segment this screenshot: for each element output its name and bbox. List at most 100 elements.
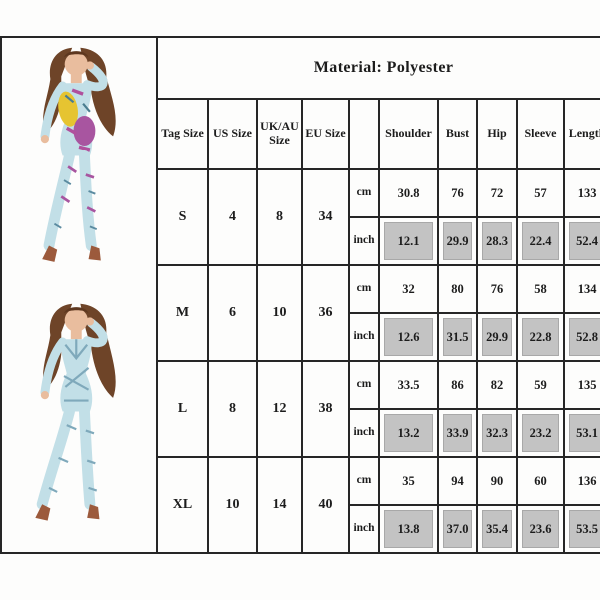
measurement-cell: 32.3 (476, 408, 518, 458)
row-m-cm: M 6 10 36 cm 32 80 76 58 134 (1, 264, 600, 362)
measurement-cell: 32 (378, 264, 439, 314)
header-shoulder: Shoulder (378, 98, 439, 170)
row-s-cm: S 4 8 34 cm 30.8 76 72 57 133 (1, 168, 600, 266)
header-sleeve: Sleeve (516, 98, 565, 170)
measurement-cell: 12.1 (378, 216, 439, 266)
us-size-cell: 8 (207, 360, 258, 458)
measurement-cell: 23.6 (516, 504, 565, 554)
row-m-inch: inch 12.6 31.5 29.9 22.8 52.8 (1, 312, 600, 362)
unit-cm-cell: cm (348, 360, 380, 410)
row-l-inch: inch 13.2 33.9 32.3 23.2 53.1 (1, 408, 600, 458)
measurement-cell: 33.5 (378, 360, 439, 410)
header-uk-au-size: UK/AU Size (256, 98, 303, 170)
measurement-cell: 12.6 (378, 312, 439, 362)
tag-size-cell: S (156, 168, 209, 266)
inch-value-box: 23.6 (522, 510, 559, 548)
product-images (2, 38, 156, 552)
measurement-cell: 60 (516, 456, 565, 506)
row-xl-cm: XL 10 14 40 cm 35 94 90 60 136 (1, 456, 600, 554)
uk-au-size-cell: 10 (256, 264, 303, 362)
tag-size-cell: M (156, 264, 209, 362)
inch-value-box: 12.6 (384, 318, 433, 356)
measurement-cell: 29.9 (437, 216, 478, 266)
measurement-cell: 13.8 (378, 504, 439, 554)
inch-value-box: 29.9 (482, 318, 512, 356)
header-bust: Bust (437, 98, 478, 170)
unit-inch-cell: inch (348, 312, 380, 362)
measurement-cell: 33.9 (437, 408, 478, 458)
unit-cm-cell: cm (348, 168, 380, 218)
inch-value-box: 53.5 (569, 510, 600, 548)
measurement-cell: 134 (562, 264, 600, 314)
eu-size-cell: 38 (301, 360, 350, 458)
measurement-cell: 53.5 (562, 504, 600, 554)
row-xl-inch: inch 13.8 37.0 35.4 23.6 53.5 (1, 504, 600, 554)
eu-size-cell: 36 (301, 264, 350, 362)
uk-au-size-cell: 14 (256, 456, 303, 554)
unit-cm-cell: cm (348, 456, 380, 506)
measurement-cell: 136 (562, 456, 600, 506)
inch-value-box: 31.5 (443, 318, 472, 356)
inch-value-box: 29.9 (443, 222, 472, 260)
inch-value-box: 28.3 (482, 222, 512, 260)
inch-value-box: 35.4 (482, 510, 512, 548)
material-row: Material: Polyester (0, 36, 600, 554)
measurement-cell: 37.0 (437, 504, 478, 554)
measurement-cell: 52.4 (562, 216, 600, 266)
measurement-cell: 135 (562, 360, 600, 410)
header-us-size: US Size (207, 98, 258, 170)
measurement-cell: 22.8 (516, 312, 565, 362)
measurement-cell: 76 (437, 168, 478, 218)
inch-value-box: 22.8 (522, 318, 559, 356)
uk-au-size-cell: 12 (256, 360, 303, 458)
inch-value-box: 13.2 (384, 414, 433, 452)
header-hip: Hip (476, 98, 518, 170)
measurement-cell: 82 (476, 360, 518, 410)
inch-value-box: 53.1 (569, 414, 600, 452)
size-chart-table: Material: Polyester Tag Size US Size UK/… (0, 36, 600, 554)
size-chart-area: Material: Polyester Tag Size US Size UK/… (0, 36, 600, 556)
row-l-cm: L 8 12 38 cm 33.5 86 82 59 135 (1, 360, 600, 458)
tag-size-cell: L (156, 360, 209, 458)
us-size-cell: 10 (207, 456, 258, 554)
us-size-cell: 6 (207, 264, 258, 362)
measurement-cell: 80 (437, 264, 478, 314)
column-header-row: Tag Size US Size UK/AU Size EU Size Shou… (1, 98, 600, 170)
row-s-inch: inch 12.1 29.9 28.3 22.4 52.4 (1, 216, 600, 266)
uk-au-size-cell: 8 (256, 168, 303, 266)
measurement-cell: 133 (562, 168, 600, 218)
inch-value-box: 52.4 (569, 222, 600, 260)
unit-cm-cell: cm (348, 264, 380, 314)
header-eu-size: EU Size (301, 98, 350, 170)
inch-value-box: 22.4 (522, 222, 559, 260)
material-header: Material: Polyester (155, 36, 600, 100)
measurement-cell: 53.1 (562, 408, 600, 458)
measurement-cell: 90 (476, 456, 518, 506)
measurement-cell: 59 (516, 360, 565, 410)
inch-value-box: 32.3 (482, 414, 512, 452)
measurement-cell: 35 (378, 456, 439, 506)
eu-size-cell: 34 (301, 168, 350, 266)
header-length: Length (562, 98, 600, 170)
inch-value-box: 23.2 (522, 414, 559, 452)
measurement-cell: 13.2 (378, 408, 439, 458)
tag-size-cell: XL (156, 456, 209, 554)
header-unit (348, 98, 380, 170)
measurement-cell: 28.3 (476, 216, 518, 266)
measurement-cell: 31.5 (437, 312, 478, 362)
measurement-cell: 72 (476, 168, 518, 218)
product-images-cell (0, 36, 158, 554)
measurement-cell: 30.8 (378, 168, 439, 218)
unit-inch-cell: inch (348, 504, 380, 554)
woman-blue-bodysuit-icon (35, 303, 116, 521)
measurement-cell: 29.9 (476, 312, 518, 362)
unit-inch-cell: inch (348, 216, 380, 266)
inch-value-box: 33.9 (443, 414, 472, 452)
us-size-cell: 4 (207, 168, 258, 266)
inch-value-box: 13.8 (384, 510, 433, 548)
product-image-printed-bodysuit (4, 42, 154, 284)
measurement-cell: 52.8 (562, 312, 600, 362)
header-tag-size: Tag Size (156, 98, 209, 170)
measurement-cell: 86 (437, 360, 478, 410)
inch-value-box: 52.8 (569, 318, 600, 356)
